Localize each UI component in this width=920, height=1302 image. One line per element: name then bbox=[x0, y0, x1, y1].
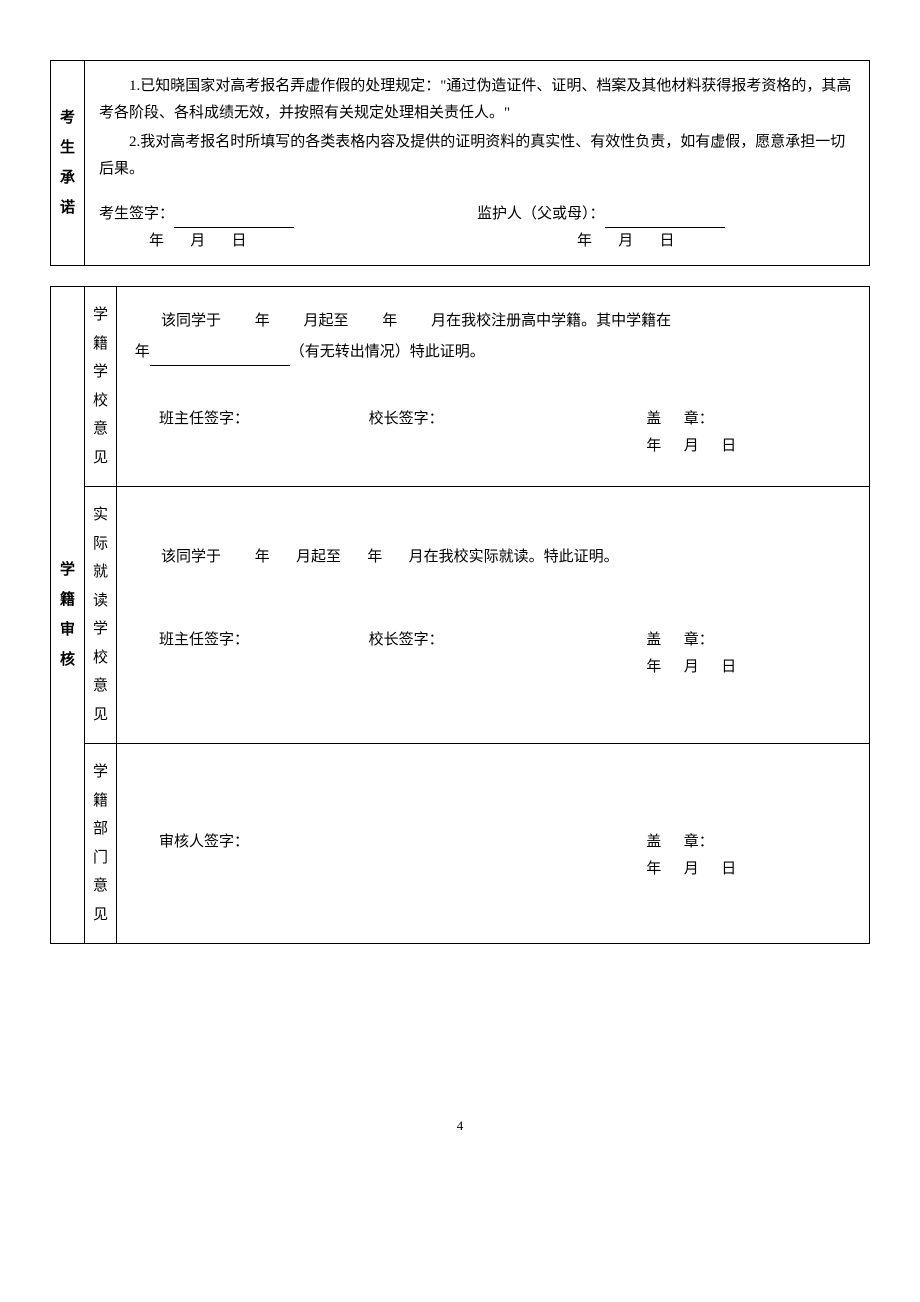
review-main-label: 学籍审核 bbox=[51, 287, 85, 944]
day-label: 日 bbox=[232, 233, 247, 249]
s3-seal1: 盖 bbox=[646, 834, 661, 850]
s3-reviewer-sig: 审核人签字： bbox=[131, 829, 369, 883]
pledge-label: 考生承诺 bbox=[51, 61, 85, 266]
s2-seal1: 盖 bbox=[646, 632, 661, 648]
s2-suffix: 月在我校实际就读。特此证明。 bbox=[409, 549, 619, 565]
pledge-p1: 1.已知晓国家对高考报名弄虚作假的处理规定："通过伪造证件、证明、档案及其他材料… bbox=[99, 73, 855, 127]
s1-seal2: 章： bbox=[684, 411, 714, 427]
day-label-2: 日 bbox=[660, 233, 675, 249]
s2-dy: 年 bbox=[646, 659, 661, 675]
s1-m1: 月起至 bbox=[304, 313, 349, 329]
student-sig-label: 考生签字： bbox=[99, 206, 174, 222]
s1-prefix: 该同学于 bbox=[161, 313, 221, 329]
section1-body: 该同学于 年 月起至 年 月在我校注册高中学籍。其中学籍在 年 （有无转出情况）特… bbox=[117, 287, 870, 487]
s1-suffix2: （有无转出情况）特此证明。 bbox=[290, 344, 485, 360]
section2-body: 该同学于 年 月起至 年 月在我校实际就读。特此证明。 班主任签字： 校长签字：… bbox=[117, 487, 870, 744]
s3-dd: 日 bbox=[721, 861, 736, 877]
month-label-2: 月 bbox=[618, 233, 633, 249]
s1-seal1: 盖 bbox=[646, 411, 661, 427]
pledge-body: 1.已知晓国家对高考报名弄虚作假的处理规定："通过伪造证件、证明、档案及其他材料… bbox=[85, 61, 870, 266]
s1-dy: 年 bbox=[646, 438, 661, 454]
s2-dm: 月 bbox=[684, 659, 699, 675]
pledge-table: 考生承诺 1.已知晓国家对高考报名弄虚作假的处理规定："通过伪造证件、证明、档案… bbox=[50, 60, 870, 266]
s1-dm: 月 bbox=[684, 438, 699, 454]
s2-y1: 年 bbox=[255, 549, 270, 565]
section2-label: 实际就读学校意见 bbox=[85, 487, 117, 744]
s2-dd: 日 bbox=[721, 659, 736, 675]
section1-label: 学籍学校意见 bbox=[85, 287, 117, 487]
section3-body: 审核人签字： 盖 章： 年 月 日 bbox=[117, 744, 870, 944]
student-sig-line[interactable] bbox=[174, 210, 294, 228]
s2-m1: 月起至 bbox=[296, 549, 341, 565]
year-label-2: 年 bbox=[577, 233, 592, 249]
s1-suffix1: 月在我校注册高中学籍。其中学籍在 bbox=[431, 313, 671, 329]
s1-y3: 年 bbox=[135, 344, 150, 360]
section3-label: 学籍部门意见 bbox=[85, 744, 117, 944]
s1-teacher-sig: 班主任签字： bbox=[131, 406, 369, 460]
s3-seal2: 章： bbox=[684, 834, 714, 850]
guardian-sig-label: 监护人（父或母）： bbox=[477, 206, 605, 222]
page-number: 4 bbox=[50, 1114, 870, 1137]
s1-principal-sig: 校长签字： bbox=[369, 406, 607, 460]
s2-seal2: 章： bbox=[684, 632, 714, 648]
s3-dy: 年 bbox=[646, 861, 661, 877]
s2-teacher-sig: 班主任签字： bbox=[131, 627, 369, 681]
s3-dm: 月 bbox=[684, 861, 699, 877]
guardian-sig-line[interactable] bbox=[605, 210, 725, 228]
s1-y2: 年 bbox=[382, 313, 397, 329]
s1-dd: 日 bbox=[721, 438, 736, 454]
s2-principal-sig: 校长签字： bbox=[369, 627, 607, 681]
s2-prefix: 该同学于 bbox=[161, 549, 221, 565]
review-table: 学籍审核 学籍学校意见 该同学于 年 月起至 年 月在我校注册高中学籍。其中学籍… bbox=[50, 286, 870, 944]
s2-y2: 年 bbox=[367, 549, 382, 565]
month-label: 月 bbox=[190, 233, 205, 249]
s1-y1: 年 bbox=[255, 313, 270, 329]
year-label: 年 bbox=[149, 233, 164, 249]
pledge-p2: 2.我对高考报名时所填写的各类表格内容及提供的证明资料的真实性、有效性负责，如有… bbox=[99, 129, 855, 183]
s1-transfer-line[interactable] bbox=[150, 348, 290, 366]
pledge-signatures: 考生签字： 年 月 日 监护人（父或母）： 年 月 日 bbox=[99, 201, 855, 255]
